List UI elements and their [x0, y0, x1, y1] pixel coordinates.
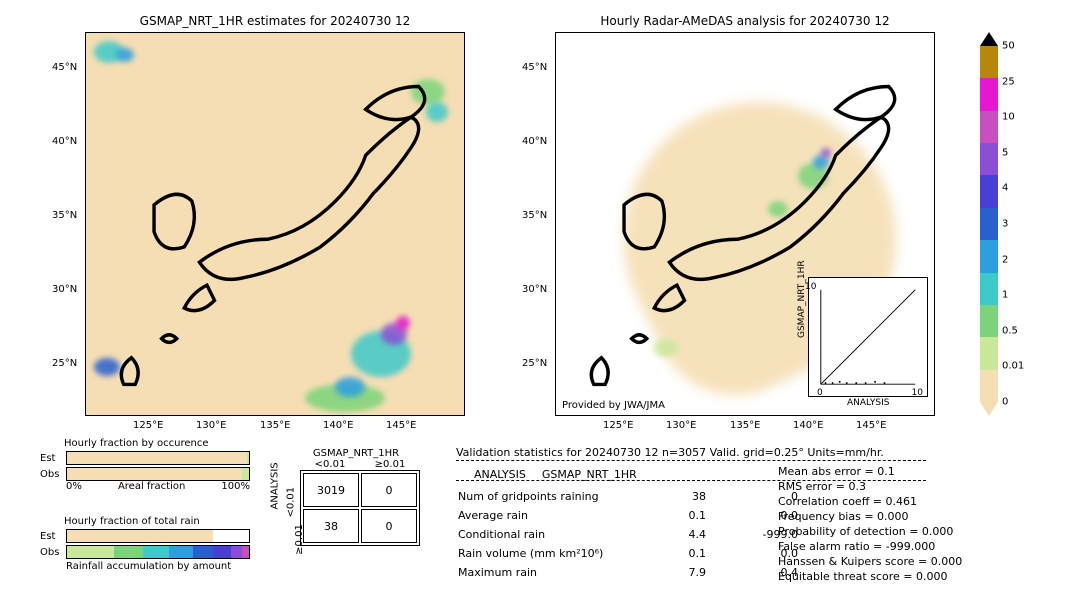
ct-col-lt: <0.01 [300, 459, 360, 470]
occ-axis-left: 0% [66, 481, 82, 492]
xtick: 140°E [793, 420, 823, 431]
occurrence-title: Hourly fraction by occurence [64, 438, 250, 449]
right-map: Provided by JWA/JMA ANALYSIS GSMAP_NRT_1… [555, 32, 935, 416]
ytick: 25°N [522, 358, 547, 369]
left-map-title: GSMAP_NRT_1HR estimates for 20240730 12 [70, 14, 480, 28]
occurrence-obs-bar [66, 467, 250, 481]
xtick: 140°E [323, 420, 353, 431]
ytick: 40°N [522, 136, 547, 147]
occurrence-est-bar [66, 451, 250, 465]
contingency-table: 30190 380 [300, 470, 420, 546]
ytick: 35°N [522, 210, 547, 221]
xtick: 145°E [856, 420, 886, 431]
obs-label: Obs [40, 547, 62, 558]
ct-row-ge: ≥0.01 [294, 524, 305, 555]
scatter-inset: ANALYSIS GSMAP_NRT_1HR 0 10 10 [808, 277, 928, 397]
xtick: 130°E [666, 420, 696, 431]
xtick: 125°E [133, 420, 163, 431]
validation-table: ANALYSISGSMAP_NRT_1HR [456, 464, 653, 485]
validation-rows: Num of gridpoints raining380Average rain… [456, 486, 814, 583]
ytick: 45°N [522, 62, 547, 73]
totalrain-obs-bar [66, 545, 250, 559]
est-label: Est [40, 453, 62, 464]
totalrain-caption: Rainfall accumulation by amount [66, 561, 250, 572]
occ-axis-right: 100% [221, 481, 250, 492]
ct-row-lt: <0.01 [286, 499, 297, 517]
xtick: 130°E [196, 420, 226, 431]
ct-col-ge: ≥0.01 [360, 459, 420, 470]
xtick: 145°E [386, 420, 416, 431]
est-label: Est [40, 531, 62, 542]
ytick: 30°N [52, 284, 77, 295]
totalrain-title: Hourly fraction of total rain [64, 516, 250, 527]
left-map [85, 32, 465, 416]
ytick: 40°N [52, 136, 77, 147]
xtick: 135°E [730, 420, 760, 431]
totalrain-est-bar [66, 529, 250, 543]
xtick: 135°E [260, 420, 290, 431]
obs-label: Obs [40, 469, 62, 480]
ytick: 45°N [52, 62, 77, 73]
ct-row-header: ANALYSIS [270, 496, 281, 510]
ytick: 30°N [522, 284, 547, 295]
colorbar: 00.010.512345102550 [980, 32, 998, 416]
occ-axis-title: Areal fraction [118, 481, 185, 492]
inset-xlabel: ANALYSIS [847, 398, 889, 408]
xtick: 125°E [603, 420, 633, 431]
ytick: 35°N [52, 210, 77, 221]
right-map-title: Hourly Radar-AMeDAS analysis for 2024073… [540, 14, 950, 28]
attribution: Provided by JWA/JMA [562, 400, 665, 411]
inset-ylabel: GSMAP_NRT_1HR [797, 260, 807, 338]
ct-col-header: GSMAP_NRT_1HR [292, 448, 420, 459]
validation-right: Mean abs error = 0.1RMS error = 0.3Corre… [778, 464, 962, 584]
ytick: 25°N [52, 358, 77, 369]
validation-title: Validation statistics for 20240730 12 n=… [456, 446, 884, 459]
